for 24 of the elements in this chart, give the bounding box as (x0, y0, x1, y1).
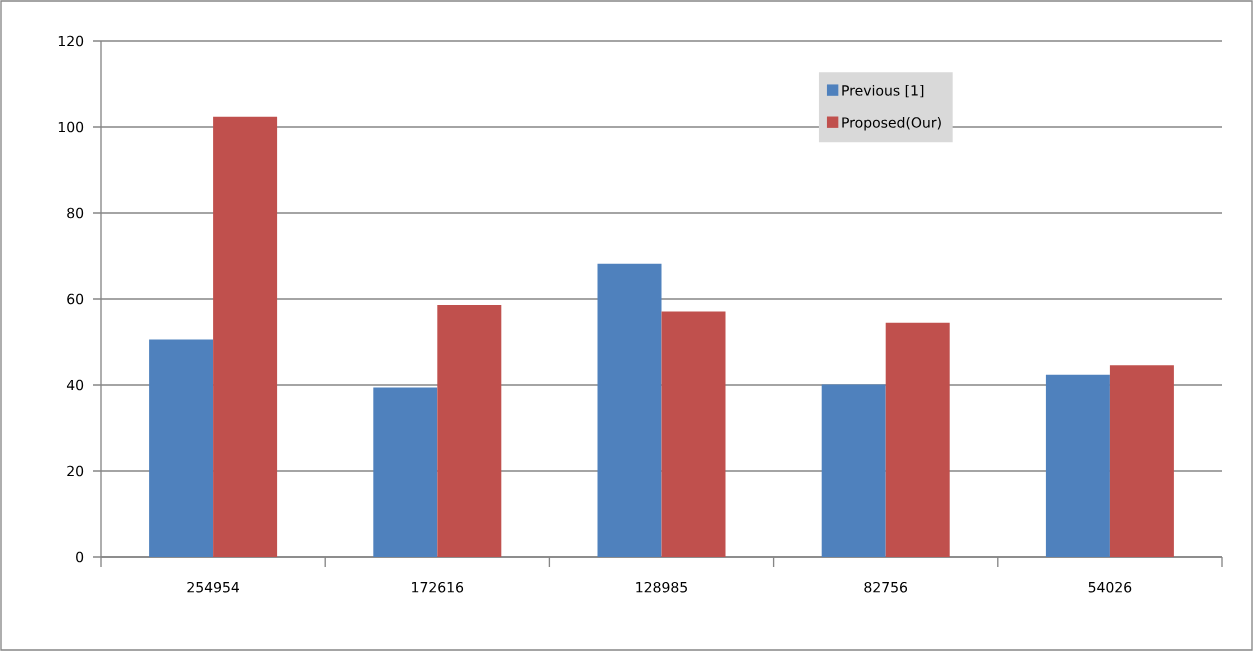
bar (885, 322, 950, 557)
bar (373, 387, 438, 557)
x-tick-label: 254954 (187, 581, 240, 593)
x-tick-label: 82756 (864, 581, 908, 593)
x-tick-label: 54026 (1088, 581, 1132, 593)
bar (213, 116, 278, 557)
bar (661, 311, 726, 557)
legend-label: Proposed(Our) (842, 116, 941, 131)
y-tick-label: 100 (58, 121, 84, 133)
bar (597, 263, 662, 557)
bar (1109, 365, 1174, 557)
y-tick-label: 80 (67, 207, 84, 219)
bar (1045, 374, 1110, 557)
bar (437, 305, 502, 557)
y-tick-label: 60 (67, 293, 84, 305)
x-tick-label: 128985 (636, 581, 687, 593)
bar (821, 384, 886, 557)
bar (149, 339, 214, 557)
y-tick-label: 40 (66, 379, 84, 391)
y-tick-label: 0 (76, 551, 84, 563)
legend-label: Previous [1] (842, 84, 924, 98)
y-tick-label: 20 (67, 465, 84, 477)
x-tick-label: 172616 (412, 581, 464, 593)
y-tick-label: 120 (58, 35, 84, 47)
